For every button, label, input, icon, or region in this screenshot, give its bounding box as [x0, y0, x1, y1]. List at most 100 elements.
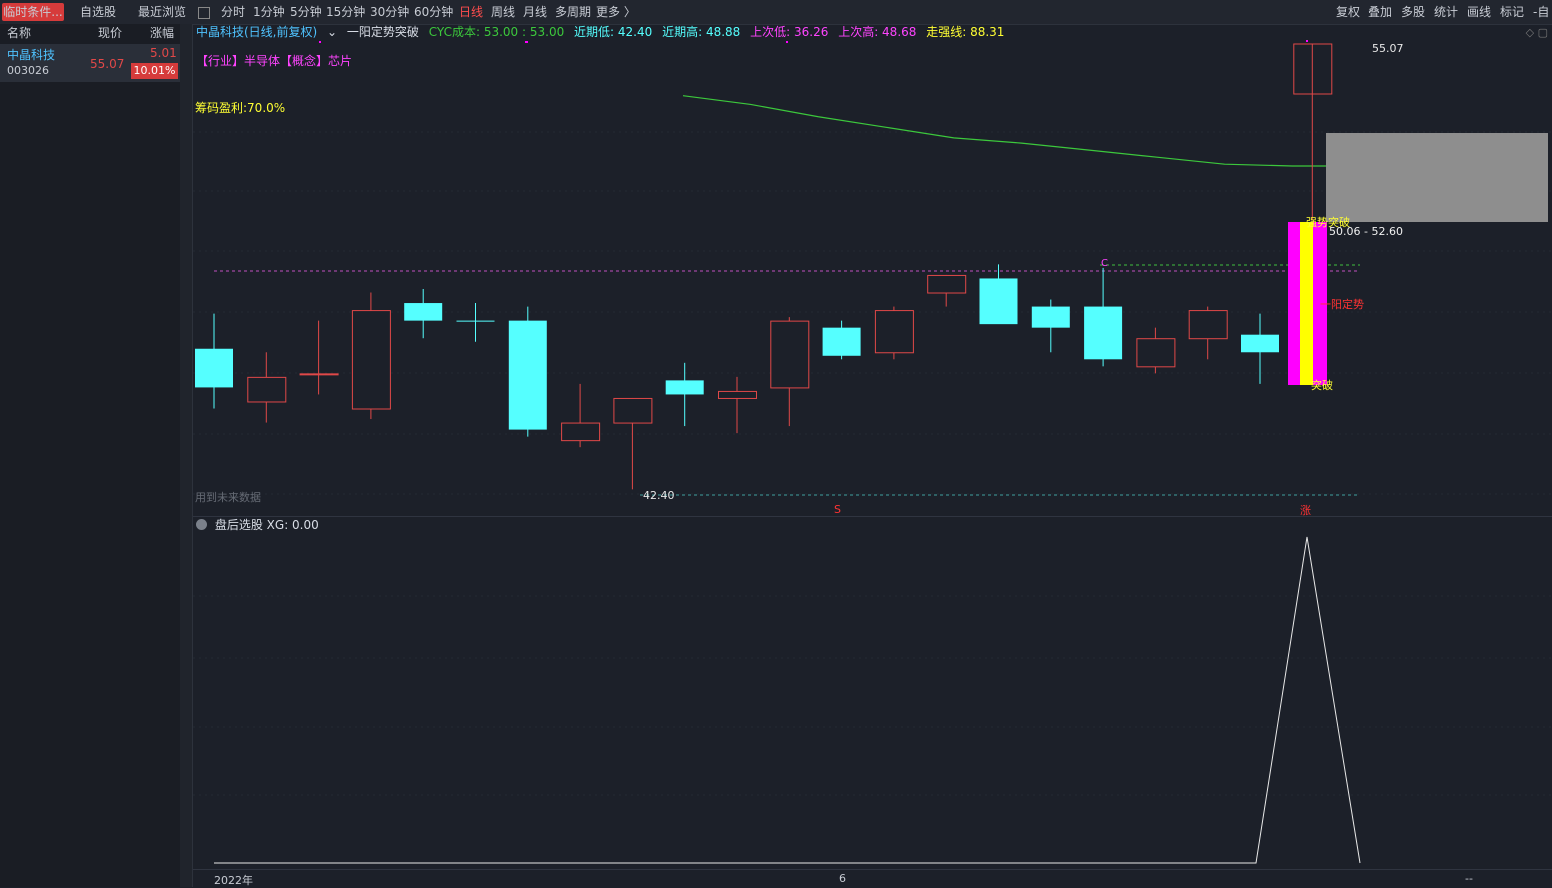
tool-fuquan[interactable]: 复权	[1336, 5, 1361, 19]
candle-body	[561, 422, 601, 442]
breakout-label: 强势突破	[1306, 216, 1350, 229]
candle-body	[1241, 334, 1279, 353]
marker-dot	[525, 41, 527, 43]
candle-body	[874, 310, 914, 354]
tool-multistock[interactable]: 多股	[1401, 5, 1426, 19]
tab-recent[interactable]: 最近浏览	[138, 5, 187, 19]
period-daily[interactable]: 日线	[459, 5, 484, 19]
signal-label: 一阳定势	[1320, 298, 1364, 311]
header-change[interactable]: 涨幅	[150, 26, 175, 40]
candle-body	[299, 373, 339, 376]
period-multi[interactable]: 多周期	[555, 5, 592, 19]
ma-polyline	[682, 95, 1360, 167]
ma-line	[682, 95, 1360, 167]
chart-title: 中晶科技(日线,前复权)	[196, 25, 318, 39]
tool-draw[interactable]: 画线	[1467, 5, 1492, 19]
candle-body	[351, 310, 391, 410]
indicator-name[interactable]: 一阳定势突破	[346, 25, 419, 39]
header-price[interactable]: 现价	[98, 26, 123, 40]
low-price-label: 42.40	[643, 489, 675, 502]
overlay-panel	[1326, 133, 1548, 222]
x-axis-year: 2022年	[214, 874, 253, 887]
candle-body	[979, 278, 1018, 325]
stock-price: 55.07	[90, 57, 125, 71]
industry-concept: 【行业】半导体【概念】芯片	[196, 54, 353, 68]
x-axis-end: --	[1465, 872, 1473, 885]
candle-body	[247, 376, 287, 403]
marker-dot	[1306, 40, 1308, 42]
candle-body	[822, 327, 861, 356]
period-5min[interactable]: 5分钟	[290, 5, 322, 19]
header-name[interactable]: 名称	[7, 26, 32, 40]
signal-band-core	[1300, 222, 1313, 385]
xg-line	[214, 536, 1361, 864]
layout-icon[interactable]	[198, 7, 210, 19]
tab-watchlist[interactable]: 自选股	[80, 5, 117, 19]
future-data-note: 用到未来数据	[195, 491, 261, 504]
stock-change-amount: 5.01	[150, 46, 177, 60]
period-weekly[interactable]: 周线	[491, 5, 516, 19]
recent-low: 近期低: 42.40	[574, 25, 653, 39]
candle-body	[718, 390, 757, 399]
tupo-label: 突破	[1311, 379, 1333, 392]
top-toolbar: 临时条件... 自选股 最近浏览 分时 1分钟 5分钟 15分钟 30分钟 60…	[0, 0, 1552, 25]
marker-dot	[786, 41, 788, 43]
s-marker: S	[834, 503, 841, 516]
candle-body	[1031, 306, 1070, 328]
candle-body	[508, 320, 547, 430]
tab-temp-condition[interactable]: 临时条件...	[2, 3, 64, 21]
tool-self[interactable]: -自	[1533, 5, 1550, 19]
period-15min[interactable]: 15分钟	[326, 5, 366, 19]
chart-annotations	[319, 40, 1327, 385]
period-monthly[interactable]: 月线	[523, 5, 548, 19]
candle-body	[927, 274, 967, 294]
chart-corner-icons[interactable]: ◇ ▢	[1525, 26, 1548, 39]
candle-body	[404, 303, 443, 321]
stock-name: 中晶科技	[7, 48, 56, 62]
stock-list-header: 名称 现价 涨幅	[0, 24, 180, 43]
xg-polyline	[214, 536, 1361, 864]
candle-body	[456, 320, 495, 322]
marker-dot	[319, 41, 321, 43]
stock-change-badge: 10.01%	[131, 63, 178, 79]
period-more[interactable]: 更多 〉	[596, 5, 636, 19]
tool-mark[interactable]: 标记	[1500, 5, 1525, 19]
period-1min[interactable]: 1分钟	[253, 5, 285, 19]
x-axis-month: 6	[839, 872, 846, 885]
range-label: 50.06 - 52.60	[1329, 225, 1403, 238]
candle-body	[195, 348, 233, 388]
chip-profit: 筹码盈利:70.0%	[195, 101, 286, 115]
period-30min[interactable]: 30分钟	[370, 5, 410, 19]
cyc-cost: CYC成本: 53.00 : 53.00	[428, 25, 565, 39]
stock-row[interactable]: 中晶科技 003026 55.07 5.01 10.01%	[0, 44, 180, 82]
indicator-dropdown-icon[interactable]: ⌄	[327, 25, 338, 39]
chart-header: 中晶科技(日线,前复权) ⌄ 一阳定势突破 CYC成本: 53.00 : 53.…	[196, 24, 1010, 40]
candle-body	[613, 397, 653, 424]
tool-overlay[interactable]: 叠加	[1368, 5, 1393, 19]
period-60min[interactable]: 60分钟	[414, 5, 454, 19]
sub-dropdown-icon[interactable]	[196, 519, 207, 530]
pane-divider[interactable]	[193, 516, 1552, 517]
candle-body	[1293, 43, 1333, 95]
candle-body	[1136, 338, 1176, 368]
sub-chart-name[interactable]: 盘后选股	[214, 518, 263, 532]
tool-stats[interactable]: 统计	[1434, 5, 1459, 19]
last-low: 上次低: 36.26	[750, 25, 829, 39]
last-high: 上次高: 48.68	[838, 25, 917, 39]
candles-group	[195, 43, 1333, 490]
x-axis: 2022年 6 --	[193, 869, 1552, 888]
xg-value: XG: 0.00	[266, 518, 319, 532]
panel-scrollbar[interactable]	[180, 24, 193, 887]
candle-body	[665, 380, 704, 395]
candle-body	[1188, 310, 1228, 340]
strong-line: 走强线: 88.31	[926, 25, 1005, 39]
grid-lines	[193, 131, 1552, 796]
candle-body	[1084, 306, 1123, 360]
zhang-marker: 涨	[1300, 504, 1311, 517]
recent-high: 近期高: 48.88	[662, 25, 741, 39]
sub-chart-title: 盘后选股 XG: 0.00	[196, 517, 319, 533]
high-price-label: 55.07	[1372, 42, 1404, 55]
period-fenshi[interactable]: 分时	[221, 5, 246, 19]
candle-body	[770, 320, 810, 389]
